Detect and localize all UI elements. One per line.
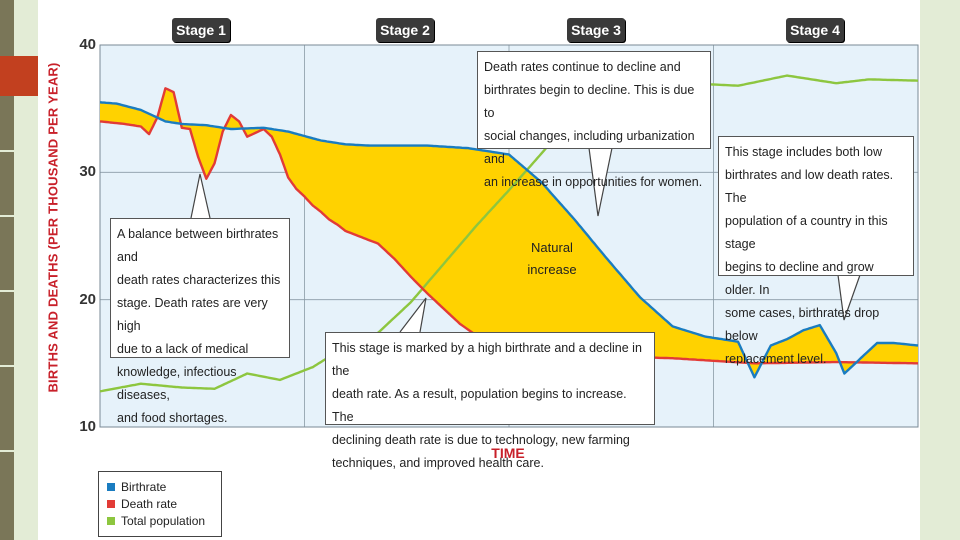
legend-label: Birthrate bbox=[121, 479, 167, 494]
stage-4-label: Stage 4 bbox=[786, 18, 844, 42]
legend-swatch bbox=[107, 516, 115, 525]
side-decoration bbox=[0, 365, 14, 367]
natural-increase-area bbox=[100, 88, 918, 378]
note-line: death rate. As a result, population begi… bbox=[332, 387, 627, 424]
stage2-pointer bbox=[399, 297, 427, 333]
note-line: death rates characterizes this bbox=[117, 273, 281, 287]
natural-increase-fill bbox=[100, 88, 918, 378]
accent-block bbox=[0, 56, 38, 96]
note-line: Death rates continue to decline and bbox=[484, 60, 681, 74]
stage1-pointer bbox=[190, 173, 211, 219]
stage-1-label: Stage 1 bbox=[172, 18, 230, 42]
stage2-note: This stage is marked by a high birthrate… bbox=[325, 332, 655, 470]
note-line: birthrates and low death rates. The bbox=[725, 168, 894, 205]
note-line: knowledge, infectious diseases, bbox=[117, 365, 237, 402]
y-tick-label: 10 bbox=[79, 418, 96, 435]
note-line: some cases, birthrates drop below bbox=[725, 306, 880, 343]
note-line: and food shortages. bbox=[117, 411, 228, 425]
note-line: replacement level. bbox=[725, 352, 827, 366]
legend-label: Total population bbox=[121, 513, 206, 528]
y-tick-label: 30 bbox=[79, 163, 96, 180]
stage4-note: This stage includes both low birthrates … bbox=[718, 136, 914, 366]
natural-increase-label: Natural increase bbox=[516, 237, 588, 281]
side-decoration bbox=[0, 290, 14, 292]
note-line: social changes, including urbanization a… bbox=[484, 129, 695, 166]
legend-item-total-population: Total population bbox=[107, 512, 221, 529]
series-line-total-population bbox=[99, 74, 919, 393]
plot-border bbox=[99, 44, 919, 428]
side-decoration bbox=[0, 150, 14, 152]
series-line-birthrate bbox=[99, 101, 919, 379]
side-stripe bbox=[0, 0, 14, 540]
legend: Birthrate Death rate Total population bbox=[98, 471, 222, 537]
note-line: an increase in opportunities for women. bbox=[484, 175, 703, 189]
note-line: A balance between birthrates and bbox=[117, 227, 279, 264]
side-decoration bbox=[0, 215, 14, 217]
natural-increase-line: increase bbox=[527, 262, 577, 277]
legend-label: Death rate bbox=[121, 496, 178, 511]
note-line: population of a country in this stage bbox=[725, 214, 888, 251]
note-line: begins to decline and grow older. In bbox=[725, 260, 874, 297]
legend-swatch bbox=[107, 482, 115, 491]
legend-item-death-rate: Death rate bbox=[107, 495, 221, 512]
x-axis-title: TIME bbox=[491, 445, 525, 461]
stage3-pointer bbox=[588, 147, 613, 217]
y-tick-label: 40 bbox=[79, 36, 96, 53]
note-line: techniques, and improved health care. bbox=[332, 456, 544, 470]
note-pointers bbox=[190, 147, 861, 333]
note-line: This stage is marked by a high birthrate… bbox=[332, 341, 642, 378]
y-axis-title: BIRTHS AND DEATHS (PER THOUSAND PER YEAR… bbox=[45, 62, 61, 393]
stage3-note: Death rates continue to decline and birt… bbox=[477, 51, 711, 189]
note-line: due to a lack of medical bbox=[117, 342, 249, 356]
side-decoration bbox=[0, 450, 14, 452]
stage4-pointer bbox=[837, 274, 861, 321]
stage-2-label: Stage 2 bbox=[376, 18, 434, 42]
note-line: declining death rate is due to technolog… bbox=[332, 433, 630, 447]
legend-item-birthrate: Birthrate bbox=[107, 478, 221, 495]
stage-3-label: Stage 3 bbox=[567, 18, 625, 42]
note-line: This stage includes both low bbox=[725, 145, 883, 159]
stage1-note: A balance between birthrates and death r… bbox=[110, 218, 290, 425]
note-line: birthrates begin to decline. This is due… bbox=[484, 83, 695, 120]
legend-swatch bbox=[107, 499, 115, 508]
y-tick-label: 20 bbox=[79, 291, 96, 308]
note-line: stage. Death rates are very high bbox=[117, 296, 268, 333]
natural-increase-line: Natural bbox=[531, 240, 573, 255]
